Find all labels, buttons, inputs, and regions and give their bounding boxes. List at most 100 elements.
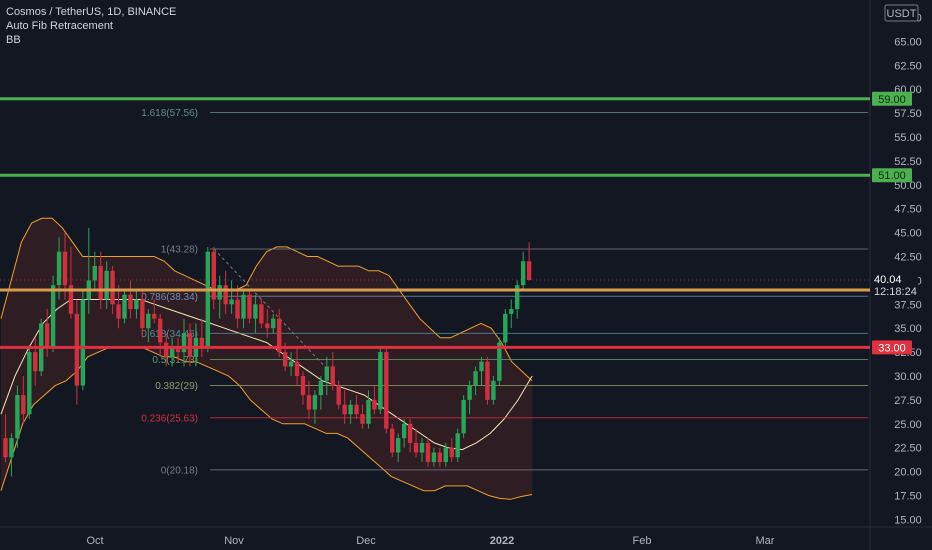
candle-body bbox=[271, 318, 276, 329]
currency-badge-label: USDT bbox=[887, 8, 917, 20]
time-axis[interactable]: Oct Nov Dec 2022 Feb Mar bbox=[86, 535, 774, 547]
candle-body bbox=[33, 352, 38, 372]
candle-body bbox=[181, 332, 187, 353]
candle-body bbox=[277, 318, 282, 353]
y-tick-label: 37.50 bbox=[894, 299, 922, 311]
candle-body bbox=[62, 251, 68, 286]
candle-body bbox=[324, 366, 329, 381]
candle-body bbox=[163, 342, 169, 357]
y-tick-label: 55.00 bbox=[894, 132, 922, 144]
candle-body bbox=[158, 318, 163, 343]
candle-body bbox=[318, 380, 324, 396]
candle-body bbox=[378, 352, 383, 410]
candle-body bbox=[509, 309, 514, 314]
candle-body bbox=[431, 452, 437, 463]
bb-lower-line bbox=[0, 346, 533, 500]
candle-body bbox=[104, 270, 109, 300]
countdown-label: 12:18:24 bbox=[874, 286, 917, 298]
candle-body bbox=[312, 395, 318, 410]
candle-body bbox=[175, 347, 181, 353]
candle-body bbox=[467, 385, 472, 400]
candle-body bbox=[92, 266, 97, 281]
candle-body bbox=[116, 304, 121, 319]
y-tick-label: 17.50 bbox=[894, 491, 922, 503]
fib-retracement: 1.618(57.56) 1(43.28) 0.786(38.34) 0.618(34… bbox=[141, 108, 868, 476]
candle-body bbox=[152, 313, 157, 319]
candle-body bbox=[68, 285, 74, 314]
fib-level-label: 0.618(34.46) bbox=[141, 329, 198, 340]
candle-body bbox=[372, 399, 377, 410]
candles bbox=[3, 227, 532, 477]
candle-body bbox=[479, 361, 484, 372]
symbol-title[interactable]: Cosmos / TetherUS, 1D, BINANCE bbox=[6, 6, 177, 18]
candle-body bbox=[44, 323, 50, 348]
candle-body bbox=[390, 428, 395, 453]
level-price-tag-label: 51.00 bbox=[878, 170, 906, 182]
y-tick-label: 65.00 bbox=[894, 36, 922, 48]
y-tick-label: 50.00 bbox=[894, 180, 922, 192]
indicator-fib[interactable]: Auto Fib Retracement bbox=[6, 20, 113, 32]
candle-body bbox=[50, 285, 56, 348]
candle-body bbox=[56, 251, 62, 286]
candle-body bbox=[9, 438, 14, 458]
candle-body bbox=[80, 299, 86, 386]
candle-body bbox=[407, 423, 413, 443]
candle-body bbox=[473, 371, 478, 386]
candle-body bbox=[259, 304, 264, 324]
candle-body bbox=[396, 438, 401, 453]
candle-body bbox=[229, 299, 234, 305]
candle-body bbox=[21, 395, 26, 415]
y-tick-label: 20.00 bbox=[894, 467, 922, 479]
candle-body bbox=[199, 337, 205, 348]
y-tick-label: 45.00 bbox=[894, 228, 922, 240]
fib-level-label: 1(43.28) bbox=[161, 245, 198, 256]
indicator-bb[interactable]: BB bbox=[6, 34, 21, 46]
fib-level-label: 0.236(25.63) bbox=[141, 413, 198, 424]
y-tick-label: 35.00 bbox=[894, 323, 922, 335]
y-tick-label: 57.50 bbox=[894, 108, 922, 120]
x-tick-label: Nov bbox=[224, 535, 244, 547]
level-price-tag-label: 33.00 bbox=[878, 342, 906, 354]
candle-body bbox=[425, 442, 431, 463]
candle-body bbox=[15, 395, 20, 439]
candle-body bbox=[3, 438, 8, 458]
candle-body bbox=[169, 347, 175, 357]
y-tick-label: 27.50 bbox=[894, 395, 922, 407]
level-price-tag-label: 59.00 bbox=[878, 94, 906, 106]
candle-body bbox=[413, 442, 419, 453]
candle-body bbox=[461, 399, 466, 434]
candle-body bbox=[520, 261, 526, 286]
candle-body bbox=[122, 294, 127, 319]
candle-body bbox=[223, 285, 228, 305]
bb-upper-line bbox=[0, 217, 533, 382]
candle-body bbox=[503, 313, 508, 343]
candle-body bbox=[384, 352, 389, 429]
y-tick-label: 15.00 bbox=[894, 514, 922, 526]
candle-body bbox=[526, 261, 532, 281]
y-tick-label: 52.50 bbox=[894, 156, 922, 168]
candle-body bbox=[401, 423, 407, 439]
candle-body bbox=[354, 404, 359, 415]
candle-body bbox=[282, 352, 288, 367]
candle-body bbox=[497, 342, 502, 381]
y-tick-label: 30.00 bbox=[894, 371, 922, 383]
candle-body bbox=[98, 266, 103, 300]
x-tick-label: Oct bbox=[86, 535, 103, 547]
x-tick-label: 2022 bbox=[490, 535, 514, 547]
candle-body bbox=[27, 352, 32, 415]
candle-body bbox=[134, 299, 139, 310]
y-tick-label: 25.00 bbox=[894, 419, 922, 431]
candle-body bbox=[330, 366, 335, 386]
candle-body bbox=[306, 395, 312, 410]
candle-body bbox=[515, 285, 520, 310]
x-tick-label: Dec bbox=[356, 535, 376, 547]
candle-body bbox=[485, 361, 490, 400]
candle-body bbox=[491, 380, 496, 400]
candle-body bbox=[205, 251, 210, 348]
candle-body bbox=[342, 404, 347, 415]
candle-body bbox=[128, 294, 133, 310]
horizontal-levels[interactable] bbox=[0, 97, 870, 349]
level-price-tag bbox=[872, 91, 912, 106]
